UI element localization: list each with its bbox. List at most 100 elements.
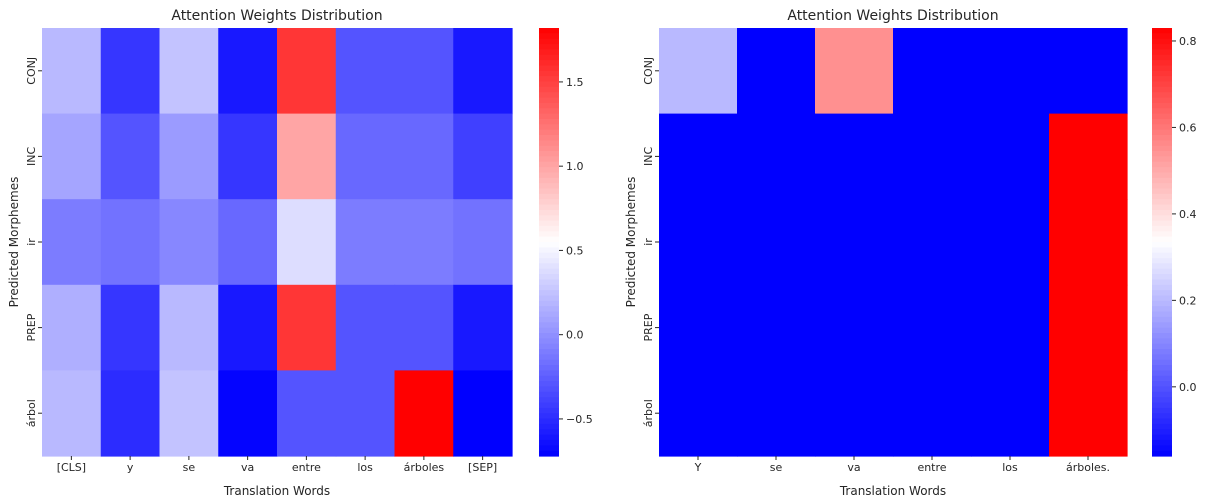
colorbar-segment	[539, 183, 559, 189]
colorbar-segment	[1152, 258, 1172, 264]
colorbar-segment	[1152, 226, 1172, 232]
colorbar-segment	[1152, 82, 1172, 88]
colorbar-segment	[1152, 269, 1172, 275]
heatmap-cell-r4-c6	[395, 370, 454, 456]
heatmap-cell-r1-c5	[1049, 114, 1128, 200]
colorbar-segment	[1152, 253, 1172, 259]
heatmap-cell-r0-c0	[42, 28, 101, 114]
colorbar-segment	[539, 285, 559, 291]
colorbar-segment	[1152, 360, 1172, 366]
heatmap-cell-r3-c4	[277, 285, 336, 371]
heatmap-cell-r3-c1	[101, 285, 160, 371]
colorbar-segment	[539, 146, 559, 152]
colorbar-segment	[1152, 419, 1172, 425]
colorbar-segment	[1152, 221, 1172, 227]
colorbar-segment	[1152, 130, 1172, 136]
colorbar-segment	[539, 237, 559, 243]
heatmap-cell-r2-c1	[737, 199, 816, 285]
heatmap-cell-r1-c0	[42, 114, 101, 200]
colorbar-segment	[1152, 167, 1172, 173]
colorbar-segment	[1152, 322, 1172, 328]
colorbar-segment	[539, 381, 559, 387]
heatmap-cell-r2-c3	[218, 199, 277, 285]
colorbar-segment	[539, 312, 559, 318]
x-tick-label: los	[1002, 461, 1018, 474]
colorbar-segment	[539, 76, 559, 82]
heatmap-cell-r0-c1	[737, 28, 816, 114]
colorbar-segment	[1152, 92, 1172, 98]
colorbar-tick-label: 0.0	[566, 329, 584, 342]
colorbar-segment	[1152, 413, 1172, 419]
colorbar-segment	[1152, 49, 1172, 55]
heatmap-cell-r0-c2	[815, 28, 894, 114]
colorbar-segment	[539, 60, 559, 66]
colorbar-segment	[1152, 60, 1172, 66]
colorbar-segment	[1152, 312, 1172, 318]
colorbar-segment	[539, 28, 559, 34]
colorbar-segment	[1152, 103, 1172, 109]
y-tick-label: árbol	[642, 399, 655, 427]
colorbar-segment	[539, 269, 559, 275]
colorbar-segment	[1152, 263, 1172, 269]
heatmap-cell-r2-c0	[42, 199, 101, 285]
colorbar-segment	[539, 130, 559, 136]
heatmap-cell-r4-c1	[101, 370, 160, 456]
y-axis-label: Predicted Morphemes	[624, 177, 638, 308]
x-tick-label: los	[357, 461, 373, 474]
heatmap-cell-r4-c5	[336, 370, 395, 456]
heatmap-cell-r1-c4	[971, 114, 1050, 200]
x-tick-label: [CLS]	[57, 461, 86, 474]
colorbar-segment	[539, 124, 559, 130]
colorbar-segment	[539, 242, 559, 248]
colorbar-segment	[1152, 178, 1172, 184]
y-tick-label: ir	[25, 238, 38, 246]
heatmap-cell-r0-c5	[1049, 28, 1128, 114]
y-tick-label: árbol	[25, 399, 38, 427]
y-tick-label: CONJ	[642, 57, 655, 85]
heatmap-cell-r0-c4	[971, 28, 1050, 114]
x-tick-label: va	[241, 461, 254, 474]
colorbar-segment	[539, 296, 559, 302]
colorbar-segment	[1152, 247, 1172, 253]
colorbar-segment	[1152, 354, 1172, 360]
heatmap-cell-r1-c0	[659, 114, 738, 200]
colorbar-segment	[539, 82, 559, 88]
x-tick-label: árboles	[404, 461, 445, 474]
colorbar-segment	[539, 413, 559, 419]
colorbar-segment	[1152, 194, 1172, 200]
colorbar-segment	[539, 108, 559, 114]
colorbar-segment	[1152, 279, 1172, 285]
colorbar-segment	[1152, 296, 1172, 302]
colorbar-segment	[539, 258, 559, 264]
colorbar-segment	[539, 290, 559, 296]
heatmap-cell-r0-c6	[395, 28, 454, 114]
colorbar-segment	[1152, 146, 1172, 152]
colorbar-segment	[539, 162, 559, 168]
heatmap-cell-r3-c5	[336, 285, 395, 371]
colorbar-segment	[1152, 87, 1172, 93]
heatmap-panel-left: [CLS] y se va entre los árboles [SEP] CONJ INC ir P…	[7, 8, 593, 498]
heatmap-cell-r0-c5	[336, 28, 395, 114]
heatmap-cell-r2-c7	[453, 199, 512, 285]
colorbar-segment	[539, 440, 559, 446]
colorbar-segment	[539, 178, 559, 184]
colorbar-segment	[539, 392, 559, 398]
colorbar-segment	[1152, 333, 1172, 339]
colorbar-segment	[539, 71, 559, 77]
x-tick-label: va	[847, 461, 860, 474]
colorbar-segment	[539, 333, 559, 339]
colorbar-segment	[539, 210, 559, 216]
colorbar-segment	[1152, 162, 1172, 168]
colorbar-segment	[539, 55, 559, 61]
heatmap-cell-r2-c4	[277, 199, 336, 285]
colorbar-segment	[539, 199, 559, 205]
colorbar-segment	[539, 322, 559, 328]
heatmap-cell-r2-c2	[815, 199, 894, 285]
colorbar-segment	[1152, 76, 1172, 82]
colorbar-segment	[1152, 317, 1172, 323]
colorbar-segment	[539, 114, 559, 120]
x-axis-label: Translation Words	[223, 484, 330, 498]
colorbar-segment	[539, 408, 559, 414]
colorbar-segment	[1152, 328, 1172, 334]
colorbar-segment	[539, 103, 559, 109]
